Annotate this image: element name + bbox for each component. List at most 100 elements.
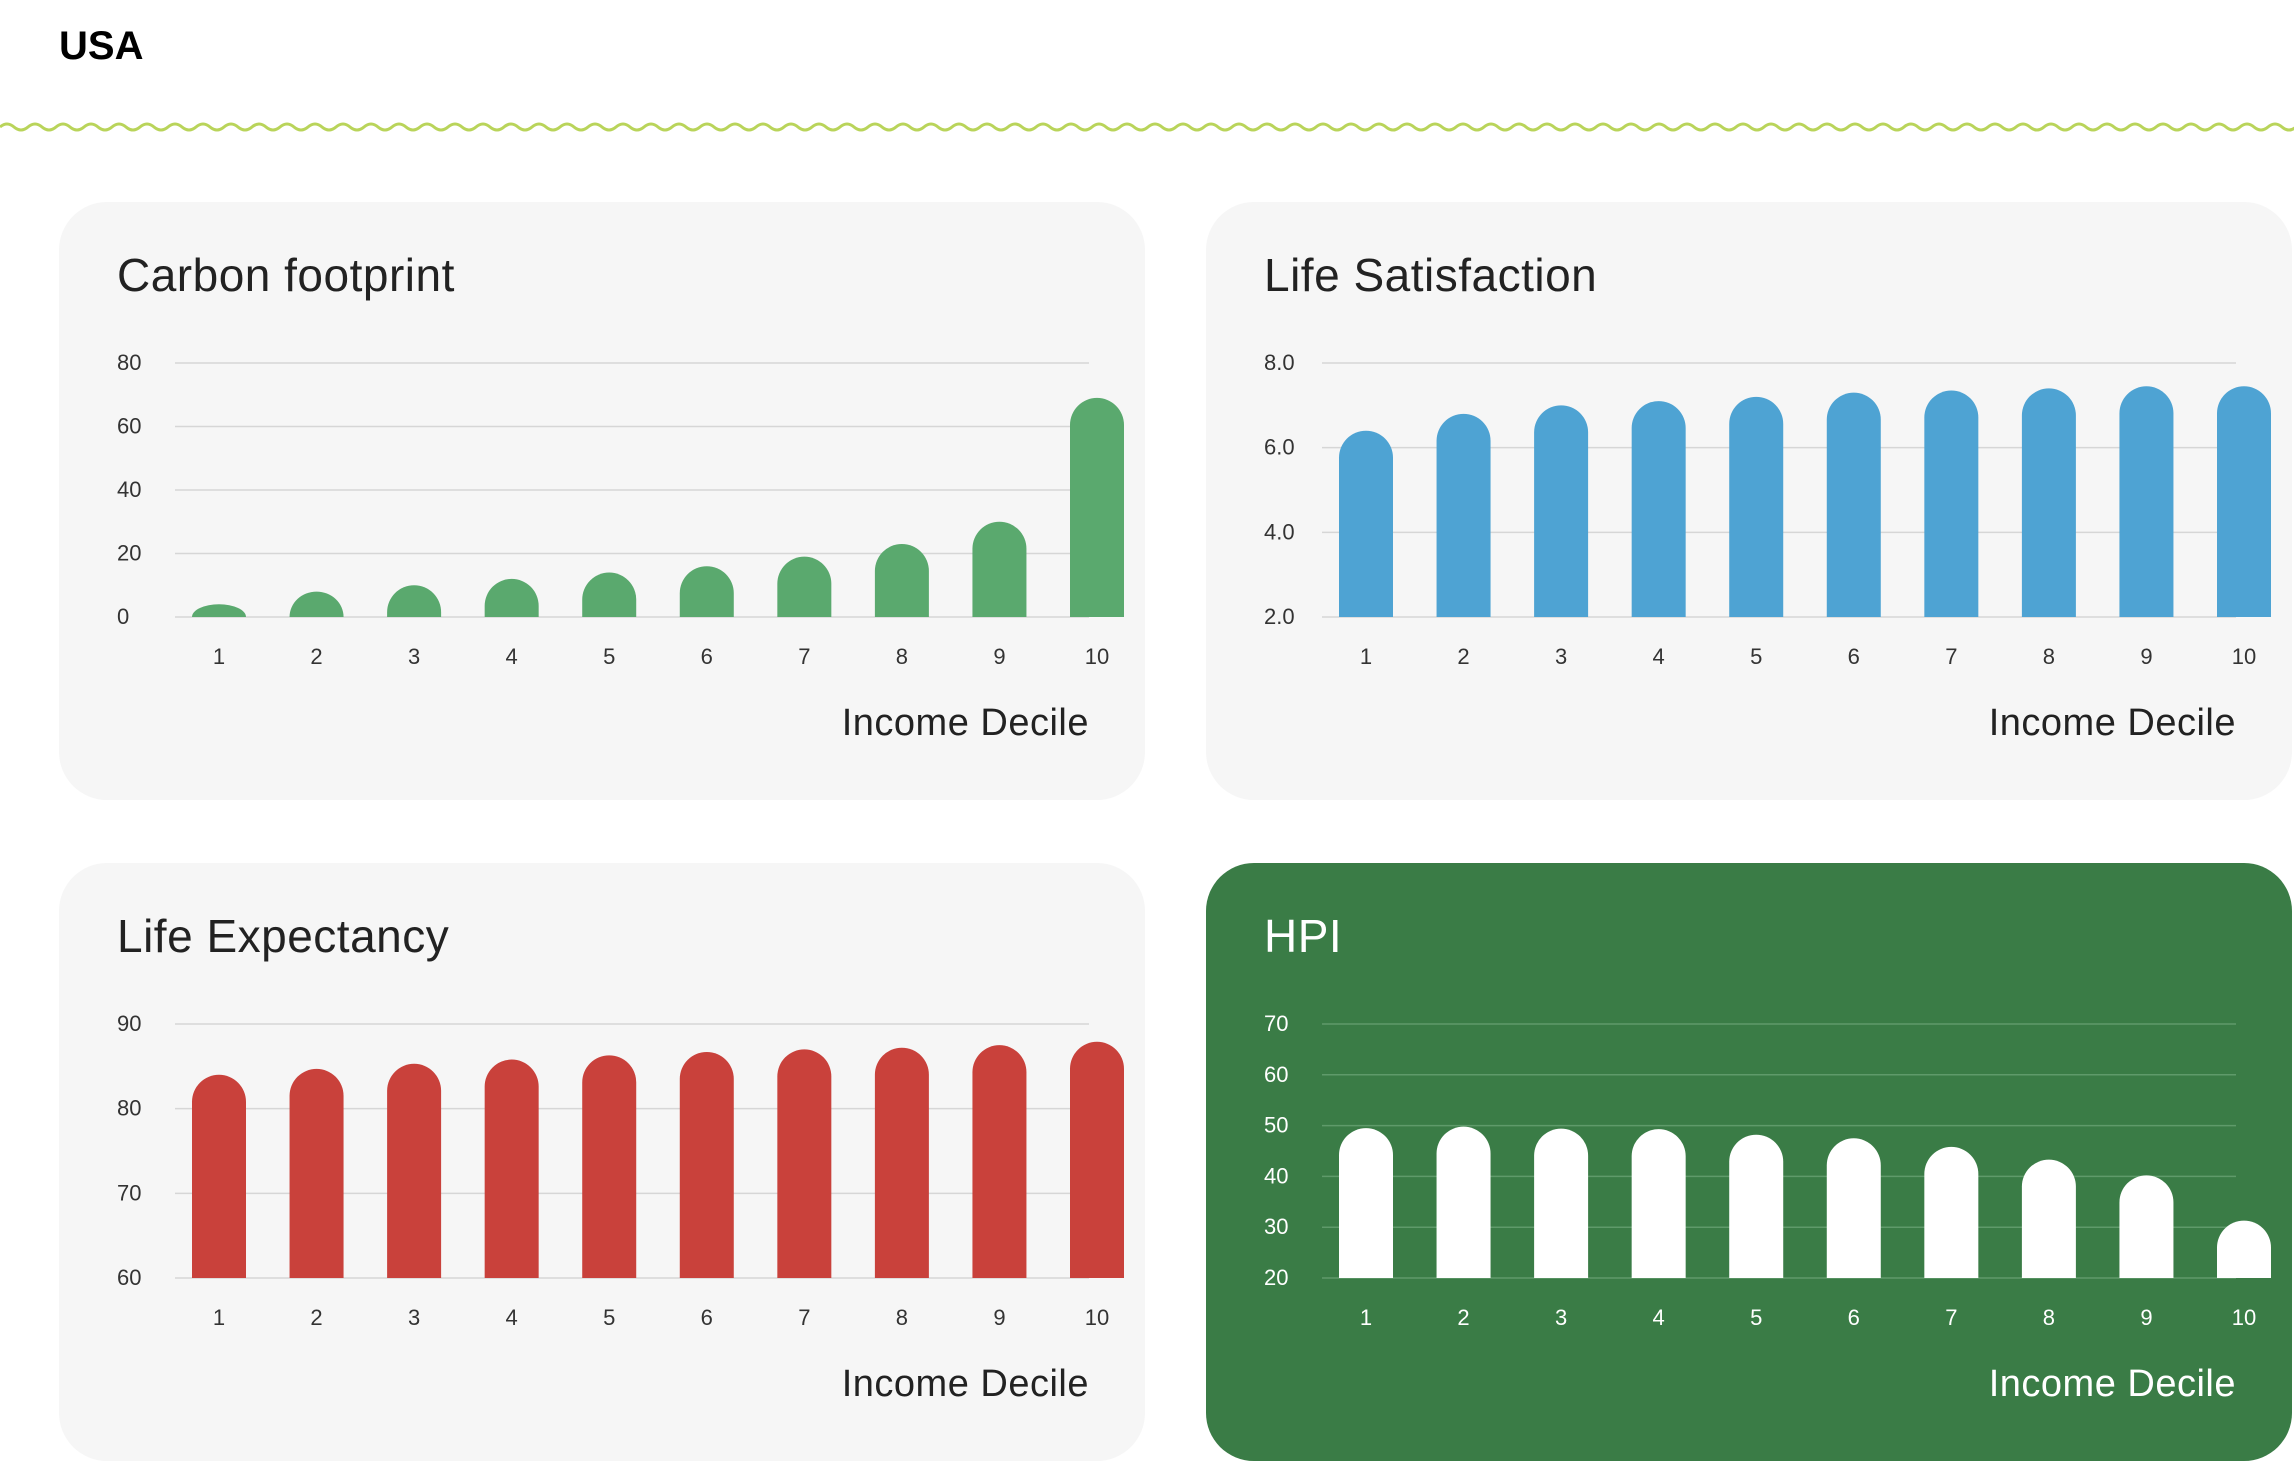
x-axis-title: Income Decile [1988,1363,2236,1405]
y-tick-label: 40 [1264,1163,1288,1188]
x-tick-label: 1 [1360,1305,1372,1330]
y-tick-label: 60 [1264,1062,1288,1087]
bar-decile-8 [2021,1159,2076,1278]
x-tick-label: 6 [1848,1305,1860,1330]
x-tick-label: 7 [798,1305,810,1330]
y-tick-label: 20 [1264,1265,1288,1290]
bar-decile-3 [387,585,442,617]
x-tick-label: 6 [701,644,713,669]
bar-decile-4 [1631,1129,1686,1278]
bar-decile-6 [679,1051,734,1278]
x-tick-label: 4 [1653,1305,1665,1330]
bar-decile-1 [1339,1128,1393,1278]
x-tick-label: 5 [1750,1305,1762,1330]
x-axis-title: Income Decile [1988,702,2236,744]
carbon-footprint-card: Carbon footprint 0 20 40 60 80 1 2 3 4 5 6 7 8 9 10 In… [59,202,1145,800]
carbon-footprint-chart: 0 20 40 60 80 1 2 3 4 5 6 7 8 9 10 [117,350,1124,669]
x-tick-label: 5 [603,1305,615,1330]
x-axis-title: Income Decile [841,1363,1089,1405]
x-tick-label: 9 [993,644,1005,669]
x-tick-label: 3 [408,1305,420,1330]
bar-decile-4 [484,1059,539,1278]
bar-decile-9 [972,521,1027,617]
x-tick-label: 7 [798,644,810,669]
x-tick-label: 8 [2043,1305,2055,1330]
life-satisfaction-chart: 2.0 4.0 6.0 8.0 1 2 3 4 5 6 7 8 9 10 [1264,350,2271,669]
bar-decile-10 [2217,1220,2271,1278]
bar-decile-5 [582,1055,637,1278]
x-tick-label: 9 [993,1305,1005,1330]
x-tick-label: 1 [1360,644,1372,669]
wavy-divider [0,122,2294,132]
y-tick-label: 8.0 [1264,350,1295,375]
y-tick-label: 70 [117,1180,141,1205]
bar-decile-1 [192,604,246,617]
y-tick-label: 50 [1264,1113,1288,1138]
y-tick-label: 90 [117,1011,141,1036]
hpi-chart: 20 30 40 50 60 70 1 2 3 4 5 6 7 8 9 10 [1264,1011,2271,1330]
bar-decile-2 [1436,1126,1491,1278]
bar-decile-9 [2119,1175,2174,1278]
y-tick-label: 60 [117,414,141,439]
x-tick-label: 4 [1653,644,1665,669]
y-tick-label: 0 [117,604,129,629]
x-tick-label: 1 [213,1305,225,1330]
y-tick-label: 4.0 [1264,519,1295,544]
bar-decile-6 [679,566,734,617]
bar-decile-4 [484,578,539,617]
y-tick-label: 30 [1264,1214,1288,1239]
x-tick-label: 7 [1945,1305,1957,1330]
x-tick-label: 1 [213,644,225,669]
bar-decile-8 [874,1047,929,1278]
bar-decile-10 [1070,1041,1124,1278]
chart-title: Life Satisfaction [1264,249,1598,301]
bar-decile-10 [2217,386,2271,617]
bar-decile-5 [1729,1134,1784,1278]
bar-decile-2 [1436,413,1491,617]
y-tick-label: 70 [1264,1011,1288,1036]
y-tick-label: 40 [117,477,141,502]
bar-decile-7 [777,1049,832,1278]
bar-decile-9 [2119,386,2174,617]
page-title: USA [59,24,144,68]
x-tick-label: 4 [506,644,518,669]
bar-decile-6 [1826,392,1881,617]
x-tick-label: 2 [1457,644,1469,669]
bar-decile-3 [387,1063,442,1278]
bar-decile-3 [1534,1128,1589,1278]
x-tick-label: 3 [1555,644,1567,669]
y-tick-label: 80 [117,1096,141,1121]
x-tick-label: 5 [1750,644,1762,669]
x-tick-label: 8 [2043,644,2055,669]
x-tick-label: 6 [701,1305,713,1330]
x-axis-title: Income Decile [841,702,1089,744]
chart-title: Life Expectancy [117,910,450,962]
y-tick-label: 6.0 [1264,435,1295,460]
x-tick-label: 3 [1555,1305,1567,1330]
x-tick-label: 2 [310,644,322,669]
life-expectancy-card: Life Expectancy 60 70 80 90 1 2 3 4 5 6 7 8 9 10 Inco… [59,863,1145,1461]
y-tick-label: 80 [117,350,141,375]
x-tick-label: 10 [1085,1305,1109,1330]
chart-title: Carbon footprint [117,249,455,301]
x-tick-label: 7 [1945,644,1957,669]
x-tick-label: 10 [1085,644,1109,669]
x-tick-label: 10 [2232,644,2256,669]
bar-decile-7 [1924,390,1979,617]
bar-decile-6 [1826,1138,1881,1278]
x-tick-label: 2 [310,1305,322,1330]
bar-decile-4 [1631,401,1686,617]
bar-decile-9 [972,1045,1027,1278]
bar-decile-5 [582,572,637,617]
x-tick-label: 5 [603,644,615,669]
x-tick-label: 8 [896,644,908,669]
chart-title: HPI [1264,910,1343,962]
bar-decile-2 [289,1068,344,1278]
x-tick-label: 8 [896,1305,908,1330]
x-tick-label: 6 [1848,644,1860,669]
y-tick-label: 2.0 [1264,604,1295,629]
x-tick-label: 4 [506,1305,518,1330]
life-expectancy-chart: 60 70 80 90 1 2 3 4 5 6 7 8 9 10 [117,1011,1124,1330]
bar-decile-7 [777,556,832,617]
y-tick-label: 20 [117,541,141,566]
